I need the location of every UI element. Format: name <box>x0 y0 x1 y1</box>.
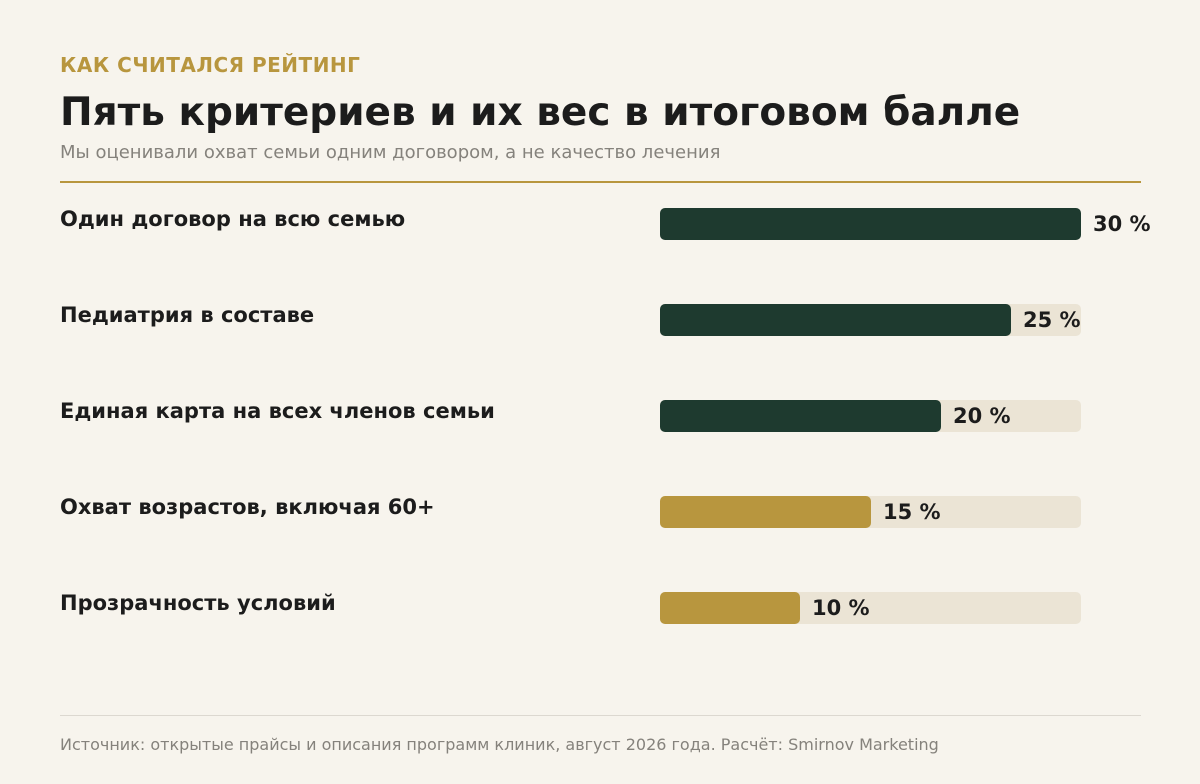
bar <box>660 304 1011 336</box>
top-divider <box>60 181 1141 183</box>
bar <box>660 400 941 432</box>
category-label: Охват возрастов, включая 60+ <box>60 495 435 519</box>
bar-track <box>660 592 1081 624</box>
bar-track <box>660 496 1081 528</box>
category-label: Прозрачность условий <box>60 591 336 615</box>
source-note: Источник: открытые прайсы и описания про… <box>60 735 939 754</box>
bar <box>660 208 1081 240</box>
eyebrow-label: КАК СЧИТАЛСЯ РЕЙТИНГ <box>60 53 361 77</box>
bar-track <box>660 400 1081 432</box>
category-label: Один договор на всю семью <box>60 207 406 231</box>
value-label: 30 % <box>1093 212 1151 236</box>
value-label: 15 % <box>883 500 941 524</box>
bar <box>660 496 871 528</box>
chart-subtitle: Мы оценивали охват семьи одним договором… <box>60 142 721 163</box>
bottom-divider <box>60 715 1141 716</box>
bar-track <box>660 304 1081 336</box>
value-label: 10 % <box>812 596 870 620</box>
category-label: Единая карта на всех членов семьи <box>60 399 495 423</box>
category-label: Педиатрия в составе <box>60 303 315 327</box>
value-label: 25 % <box>1023 308 1081 332</box>
bar <box>660 592 800 624</box>
chart-title: Пять критериев и их вес в итоговом балле <box>60 90 1021 135</box>
bar-track <box>660 208 1081 240</box>
value-label: 20 % <box>953 404 1011 428</box>
